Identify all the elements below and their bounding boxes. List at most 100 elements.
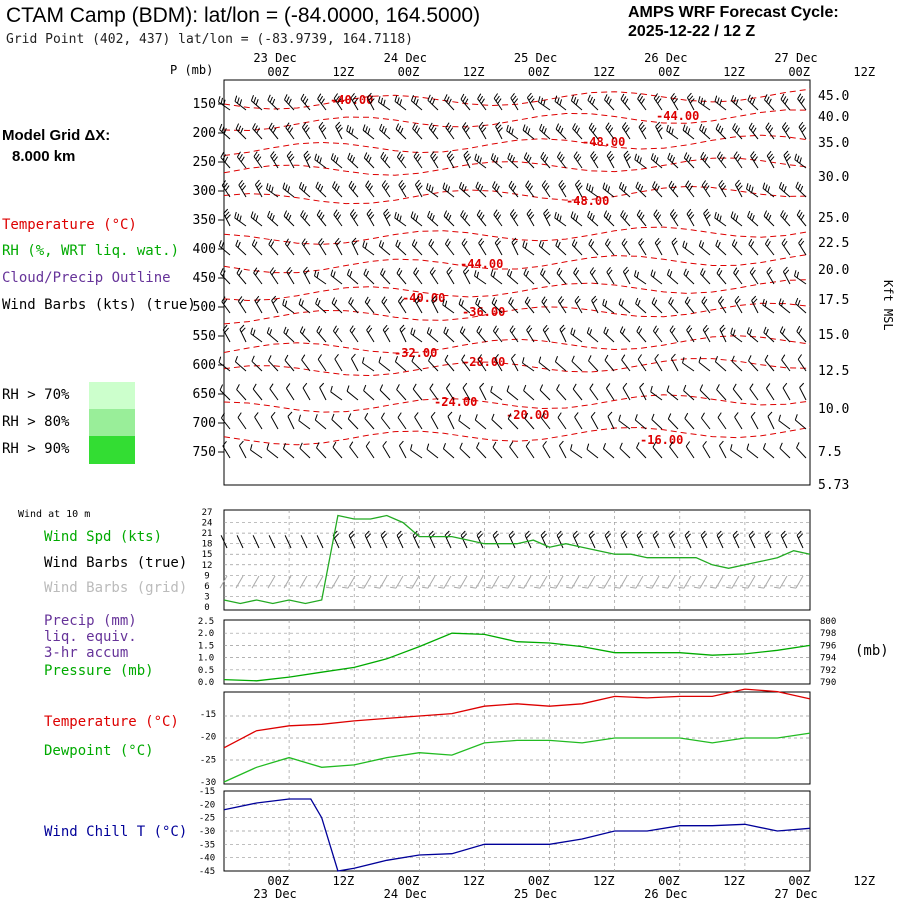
pressure-tick: 650	[193, 387, 216, 402]
upper-air-wind-barb	[219, 384, 231, 401]
temperature-contour	[223, 134, 811, 156]
upper-air-wind-barb	[398, 179, 407, 198]
upper-air-wind-barb	[237, 412, 247, 430]
upper-air-wind-barb	[283, 326, 295, 343]
upper-air-wind-barb	[718, 179, 727, 198]
upper-air-wind-barb	[653, 209, 663, 227]
upper-air-wind-barb	[604, 354, 615, 372]
legend-barbs: Wind Barbs (kts) (true)	[2, 297, 196, 313]
rh-90-label: RH > 90%	[2, 441, 70, 457]
wind-y-tick: 18	[202, 540, 213, 550]
upper-air-wind-barb	[699, 123, 711, 140]
upper-air-wind-barb	[698, 96, 711, 111]
upper-air-wind-barb	[623, 150, 632, 169]
precip-y-tick: 2.0	[198, 629, 214, 639]
chill-y-tick: -25	[199, 814, 215, 824]
upper-air-wind-barb	[748, 355, 759, 372]
surface-wind-barb-grid	[315, 575, 324, 589]
upper-air-wind-barb	[218, 356, 231, 372]
upper-air-wind-barb	[509, 441, 519, 459]
upper-air-wind-barb	[474, 153, 487, 169]
upper-air-wind-barb	[618, 298, 631, 314]
grid-point-subtitle: Grid Point (402, 437) lat/lon = (-83.973…	[6, 32, 413, 47]
surface-wind-barb-true	[652, 530, 660, 549]
upper-air-wind-barb	[382, 440, 391, 459]
surface-wind-barb-grid	[790, 575, 804, 589]
upper-air-wind-barb	[571, 239, 583, 256]
upper-air-wind-barb	[414, 179, 423, 198]
upper-air-wind-barb	[682, 357, 695, 372]
upper-air-wind-barb	[799, 382, 807, 401]
upper-air-wind-barb	[254, 295, 263, 314]
upper-air-wind-barb	[621, 354, 631, 372]
upper-air-wind-barb	[252, 123, 263, 140]
upper-air-wind-barb	[300, 210, 311, 227]
upper-air-wind-barb	[765, 383, 775, 401]
upper-air-wind-barb	[223, 208, 231, 227]
time-tick-top: 00Z	[267, 65, 289, 79]
upper-air-wind-barb	[666, 385, 679, 401]
upper-air-wind-barb	[302, 382, 311, 401]
surface-wind-barb-true	[748, 530, 756, 549]
upper-air-wind-barb	[447, 411, 455, 430]
chill-y-tick: -35	[199, 840, 215, 850]
upper-air-wind-barb	[458, 298, 471, 314]
upper-air-wind-barb	[381, 296, 391, 314]
upper-air-wind-barb	[494, 353, 503, 372]
time-tick-bottom: 00Z	[658, 874, 680, 888]
upper-air-wind-barb	[346, 124, 359, 140]
upper-air-wind-barb	[622, 266, 631, 285]
upper-air-wind-barb	[636, 442, 647, 459]
upper-air-wind-barb	[570, 211, 583, 227]
upper-air-wind-barb	[413, 267, 423, 285]
upper-air-wind-barb	[602, 182, 615, 198]
upper-air-wind-barb	[570, 444, 583, 459]
upper-air-wind-barb	[750, 411, 759, 430]
temperature-contour	[223, 394, 811, 413]
upper-air-wind-barb	[778, 414, 791, 430]
upper-air-wind-barb	[605, 383, 615, 401]
upper-air-wind-barb	[734, 412, 743, 430]
pressure-unit: (mb)	[855, 643, 889, 659]
upper-air-wind-barb	[730, 327, 743, 343]
upper-air-wind-barb	[411, 239, 423, 256]
upper-air-wind-barb	[234, 95, 247, 111]
upper-air-wind-barb	[427, 210, 439, 227]
temperature-contour	[223, 253, 811, 274]
upper-air-wind-barb	[700, 412, 711, 430]
upper-air-wind-barb	[218, 240, 231, 256]
upper-air-wind-barb	[430, 411, 439, 430]
upper-air-wind-barb	[254, 412, 263, 430]
upper-air-wind-barb	[380, 412, 391, 430]
day-label-bottom: 25 Dec	[514, 887, 557, 900]
upper-air-wind-barb	[555, 239, 567, 256]
upper-air-wind-barb	[492, 181, 503, 198]
surface-wind-barb-true	[268, 535, 276, 549]
upper-air-wind-barb	[267, 210, 279, 227]
upper-air-wind-barb	[523, 152, 535, 169]
surface-wind-barb-grid	[299, 575, 308, 589]
upper-air-wind-barb	[731, 239, 743, 256]
upper-air-wind-barb	[555, 123, 567, 140]
upper-air-wind-barb	[491, 413, 503, 430]
upper-air-wind-barb	[559, 324, 567, 343]
upper-air-wind-barb	[218, 96, 231, 111]
upper-air-wind-barb	[346, 269, 359, 285]
day-label-bottom: 26 Dec	[644, 887, 687, 900]
kft-tick: 7.5	[818, 445, 841, 460]
upper-air-wind-barb	[506, 385, 519, 401]
time-tick-top: 00Z	[398, 65, 420, 79]
upper-air-wind-barb	[221, 296, 231, 314]
pressure-y-tick: 794	[820, 654, 836, 664]
wind-barbs-true-label: Wind Barbs (true)	[44, 555, 188, 571]
upper-air-wind-barb	[267, 94, 279, 111]
wind-y-tick: 24	[202, 519, 213, 529]
upper-air-wind-barb	[734, 295, 743, 314]
upper-air-wind-barb	[334, 353, 343, 372]
time-tick-bottom: 12Z	[463, 874, 485, 888]
upper-air-wind-barb	[475, 297, 487, 314]
upper-air-wind-barb	[554, 211, 567, 227]
upper-air-wind-barb	[543, 208, 551, 227]
upper-air-wind-barb	[716, 384, 727, 401]
pressure-label: Pressure (mb)	[44, 663, 154, 679]
